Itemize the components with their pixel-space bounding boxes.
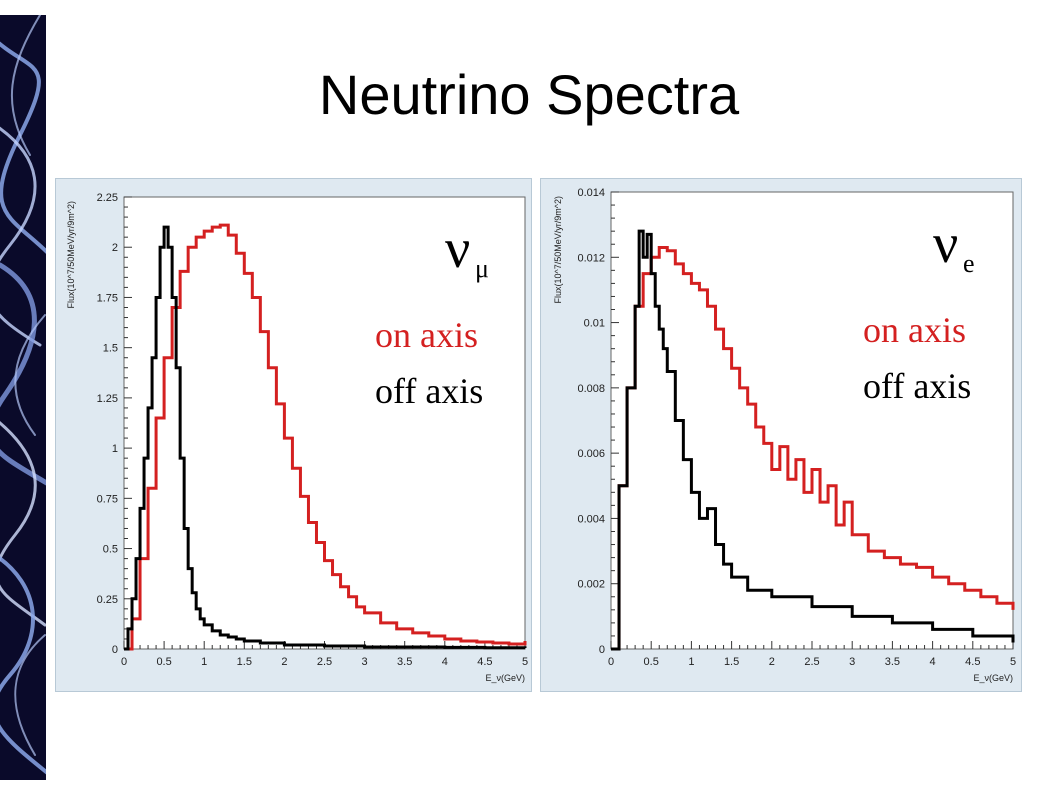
y-tick: 0.006: [577, 448, 619, 460]
series-on-axis: [611, 245, 1015, 651]
slide-title: Neutrino Spectra: [318, 63, 740, 126]
x-tick-label: 3.5: [397, 656, 412, 668]
y-tick-label: 1.25: [97, 393, 118, 405]
x-tick: 2: [769, 641, 775, 668]
y-tick: 0.014: [577, 187, 619, 199]
x-tick-label: 2: [281, 656, 287, 668]
nu-symbol: ν: [445, 218, 470, 280]
y-tick: 2.25: [97, 192, 132, 204]
x-tick-label: 2.5: [317, 656, 332, 668]
x-tick: 4.5: [965, 641, 980, 668]
swirl-pattern: [0, 15, 46, 775]
nu-subscript: μ: [475, 254, 489, 283]
y-tick-label: 0.75: [97, 493, 118, 505]
y-axis-label: Flux(10^7/50MeV/yr/9m^2): [66, 201, 76, 308]
y-tick: 0.008: [577, 383, 619, 395]
y-tick: 1.75: [97, 292, 132, 304]
x-tick: 1: [688, 641, 694, 668]
legend-on-axis: on axis: [863, 310, 966, 350]
legend-off-axis: off axis: [863, 366, 971, 406]
nu-symbol: ν: [933, 213, 958, 275]
x-tick: 2.5: [804, 641, 820, 668]
y-tick: 1: [112, 443, 132, 455]
y-tick-label: 0.004: [577, 513, 605, 525]
chart-panel-numu: 0 0.25 0.5 0.75 1 1.25 1.5 1.75 2 2.25 0 0.5 1 1.5 2 2.…: [55, 178, 532, 692]
y-tick: 0.01: [584, 318, 619, 330]
y-tick-label: 0.008: [577, 383, 605, 395]
y-tick-label: 0: [599, 644, 605, 656]
x-tick: 0.5: [156, 641, 172, 668]
x-tick: 3.5: [885, 641, 900, 668]
y-tick-label: 1.5: [103, 343, 118, 355]
x-tick-label: 3.5: [885, 656, 900, 668]
x-tick: 1: [201, 641, 207, 668]
y-tick: 0.012: [577, 252, 619, 264]
x-axis-label: E_ν(GeV): [485, 673, 525, 683]
x-tick: 3: [849, 641, 855, 668]
x-tick-label: 0: [121, 656, 127, 668]
y-tick-label: 2.25: [97, 192, 118, 204]
x-tick-label: 5: [522, 656, 528, 668]
x-tick-label: 4.5: [965, 656, 980, 668]
y-tick-label: 1: [112, 443, 118, 455]
x-tick-label: 1: [201, 656, 207, 668]
y-tick-label: 0.012: [577, 252, 605, 264]
series-off-axis: [611, 229, 1015, 651]
x-tick-label: 1: [688, 656, 694, 668]
x-tick: 4: [930, 641, 936, 668]
x-tick-label: 0.5: [156, 656, 171, 668]
y-tick-label: 0.25: [97, 594, 118, 606]
y-tick-label: 2: [112, 242, 118, 254]
x-tick-label: 0.5: [644, 656, 659, 668]
y-tick-label: 1.75: [97, 292, 118, 304]
y-tick-label: 0: [112, 644, 118, 656]
x-tick-label: 3: [362, 656, 368, 668]
x-tick-label: 4: [442, 656, 448, 668]
x-tick-label: 5: [1010, 656, 1016, 668]
legend-off-axis: off axis: [375, 371, 483, 411]
x-axis-label: E_ν(GeV): [973, 673, 1013, 683]
y-tick: 2: [112, 242, 132, 254]
x-tick-label: 2: [769, 656, 775, 668]
chart-panel-nue: 0 0.002 0.004 0.006 0.008 0.01 0.012 0.014 0 0.5 1…: [540, 178, 1022, 692]
y-axis-label: Flux(10^7/50MeV/yr/9m^2): [553, 196, 563, 303]
y-tick-label: 0.002: [577, 579, 605, 591]
x-tick: 0.5: [644, 641, 659, 668]
series-on-axis: [124, 223, 527, 651]
x-tick-label: 4: [930, 656, 936, 668]
nu-subscript: e: [963, 249, 975, 278]
x-tick-label: 3: [849, 656, 855, 668]
series-off-axis: [124, 225, 527, 651]
decorative-stripe: [0, 15, 46, 780]
x-tick-label: 4.5: [477, 656, 492, 668]
legend-on-axis: on axis: [375, 315, 478, 355]
chart-nue: 0 0.002 0.004 0.006 0.008 0.01 0.012 0.014 0 0.5 1…: [553, 187, 1016, 683]
chart-numu: 0 0.25 0.5 0.75 1 1.25 1.5 1.75 2 2.25 0 0.5 1 1.5 2 2.…: [66, 192, 528, 683]
y-tick-label: 0.014: [577, 187, 605, 199]
y-tick: 1.25: [97, 393, 132, 405]
x-tick: 1.5: [724, 641, 739, 668]
y-tick: 0.75: [97, 493, 132, 505]
y-tick: 1.5: [103, 343, 132, 355]
x-tick-label: 2.5: [804, 656, 819, 668]
y-tick-label: 0.006: [577, 448, 605, 460]
x-tick-label: 1.5: [237, 656, 252, 668]
y-tick-label: 0.5: [103, 544, 118, 556]
x-tick-label: 1.5: [724, 656, 739, 668]
y-tick: 0.5: [103, 544, 132, 556]
y-tick-label: 0.01: [584, 318, 605, 330]
x-tick-label: 0: [608, 656, 614, 668]
